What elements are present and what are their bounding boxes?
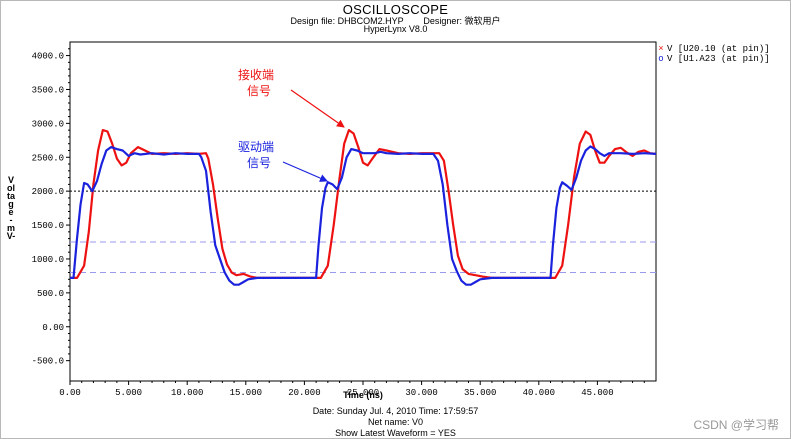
annotation-receiver-line1: 接收端 [238,67,274,82]
y-tick-label: -500.0 [32,357,64,367]
x-tick-label: 15.000 [230,388,262,398]
circle-marker-icon: o [658,54,664,64]
footer-show-waveform: Show Latest Waveform = YES [335,428,456,438]
footer-net-name: Net name: V0 [367,417,424,427]
series-line-driver [70,145,657,286]
y-tick-label: 2500.0 [32,153,64,163]
x-tick-label: 10.000 [171,388,203,398]
y-tick-label: 0.00 [42,323,64,333]
y-tick-label: 1000.0 [32,255,64,265]
design-file-line: Design file: DHBCOM2.HYP Designer: 微软用户 [290,16,501,26]
x-tick-label: 45.000 [581,388,613,398]
annotation-driver-line1: 驱动端 [238,140,274,154]
series-line-receiver [70,129,657,279]
y-tick-label: 3500.0 [32,85,64,95]
legend-item-receiver: × V [U20.10 (at pin)] [657,44,770,54]
y-tick-label: 1500.0 [32,221,64,231]
annotation-receiver-line2: 信号 [247,84,271,98]
annotation-driver-line2: 信号 [247,156,271,170]
legend: × V [U20.10 (at pin)] o V [U1.A23 (at pi… [657,44,770,64]
footer-date: Date: Sunday Jul. 4, 2010 Time: 17:59:57 [312,406,479,416]
legend-item-driver: o V [U1.A23 (at pin)] [657,54,770,64]
annotation-arrow-receiver [290,89,345,128]
x-tick-label: 20.000 [288,388,320,398]
y-axis-label: Voltage -mV- [6,175,16,241]
annotation-arrow-driver [282,161,328,182]
x-tick-label: 40.000 [523,388,555,398]
x-marker-icon: × [658,44,664,54]
plot-frame [69,41,657,382]
x-tick-label: 0.00 [59,388,81,398]
y-tick-label: 2000.0 [32,187,64,197]
x-axis-label: Time (ns) [343,390,383,400]
x-tick-label: 30.000 [405,388,437,398]
legend-label-driver: V [U1.A23 (at pin)] [667,54,770,64]
x-tick-label: 5.000 [115,388,142,398]
x-tick-label: 35.000 [464,388,496,398]
legend-label-receiver: V [U20.10 (at pin)] [667,44,770,54]
chart-title: OSCILLOSCOPE [342,2,449,17]
x-tick-label: 25.000 [347,388,379,398]
y-tick-label: 500.0 [37,289,64,299]
y-tick-label: 3000.0 [32,119,64,129]
tool-version: HyperLynx V8.0 [363,24,428,34]
watermark: CSDN @学习帮 [693,418,779,432]
y-tick-label: 4000.0 [32,52,64,62]
